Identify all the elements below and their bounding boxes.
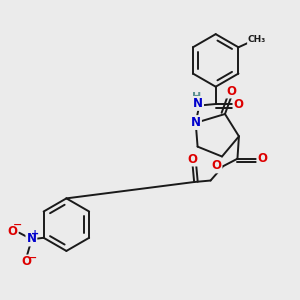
Text: H: H xyxy=(192,92,201,102)
Text: −: − xyxy=(12,220,22,230)
Text: O: O xyxy=(8,225,18,238)
Text: +: + xyxy=(31,229,39,239)
Text: CH₃: CH₃ xyxy=(248,35,266,44)
Text: O: O xyxy=(257,152,268,165)
Text: O: O xyxy=(22,256,32,268)
Text: O: O xyxy=(188,152,198,166)
Text: O: O xyxy=(234,98,244,110)
Text: O: O xyxy=(212,159,221,172)
Text: O: O xyxy=(226,85,236,98)
Text: −: − xyxy=(28,253,37,263)
Text: N: N xyxy=(193,97,203,110)
Text: N: N xyxy=(191,116,201,129)
Text: N: N xyxy=(26,232,36,245)
